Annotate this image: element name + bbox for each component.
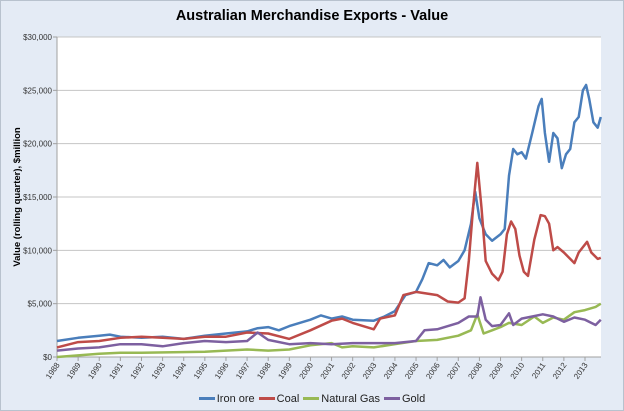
legend-item-coal: Coal xyxy=(258,392,300,405)
x-tick-label: 1994 xyxy=(171,361,189,381)
x-tick-label: 1997 xyxy=(234,361,252,381)
x-tick-label: 1992 xyxy=(129,361,147,381)
series-line-natural-gas xyxy=(56,302,602,359)
y-tick-label: $10,000 xyxy=(23,246,52,255)
legend-label: Natural Gas xyxy=(321,392,380,405)
series-line-coal xyxy=(56,161,602,349)
chart-title: Australian Merchandise Exports - Value xyxy=(175,8,449,24)
x-tick-label: 2012 xyxy=(551,361,569,381)
x-tick-label: 2007 xyxy=(445,361,463,381)
x-tick-label: 1996 xyxy=(213,361,231,381)
x-tick-label: 1990 xyxy=(86,361,104,381)
x-tick-label: 2000 xyxy=(297,361,315,381)
y-tick-label: $0 xyxy=(43,353,52,362)
x-tick-label: 2011 xyxy=(530,361,548,381)
legend: Iron ore Coal Natural Gas Gold xyxy=(0,391,624,405)
legend-label: Gold xyxy=(402,392,426,405)
legend-label: Iron ore xyxy=(216,392,255,405)
x-tick-label: 1989 xyxy=(65,361,83,381)
legend-swatch xyxy=(384,397,400,400)
x-tick-label: 1993 xyxy=(150,361,168,381)
x-tick-label: 1995 xyxy=(192,361,210,381)
x-tick-label: 1998 xyxy=(255,361,273,381)
x-tick-label: 1991 xyxy=(107,361,125,381)
legend-item-iron-ore: Iron ore xyxy=(198,392,255,405)
y-tick-label: $5,000 xyxy=(28,300,53,309)
legend-swatch xyxy=(258,397,275,400)
y-tick-label: $15,000 xyxy=(23,193,52,202)
x-tick-label: 2005 xyxy=(403,361,421,381)
y-tick-label: $25,000 xyxy=(23,86,52,95)
x-tick-label: 2006 xyxy=(424,361,442,381)
legend-swatch xyxy=(198,397,215,400)
x-tick-label: 2002 xyxy=(340,361,358,381)
legend-swatch xyxy=(303,397,320,400)
y-tick-label: $20,000 xyxy=(23,140,52,149)
series-line-gold xyxy=(56,296,602,352)
x-tick-label: 2010 xyxy=(509,361,527,381)
y-axis-label: Value (rolling quarter), $million xyxy=(12,127,23,267)
x-tick-label: 1988 xyxy=(44,361,62,381)
legend-label: Coal xyxy=(276,392,300,405)
x-tick-label: 2004 xyxy=(382,361,400,381)
legend-item-natural-gas: Natural Gas xyxy=(303,393,380,405)
x-tick-label: 2008 xyxy=(466,361,484,381)
x-tick-label: 2003 xyxy=(361,361,379,381)
x-tick-label: 2009 xyxy=(488,361,506,381)
series-line-iron-ore xyxy=(56,83,603,343)
x-tick-label: 2013 xyxy=(572,361,590,381)
x-tick-label: 1999 xyxy=(276,361,294,381)
x-tick-label: 2001 xyxy=(319,361,337,381)
legend-item-gold: Gold xyxy=(384,393,425,405)
y-tick-label: $30,000 xyxy=(23,33,52,42)
